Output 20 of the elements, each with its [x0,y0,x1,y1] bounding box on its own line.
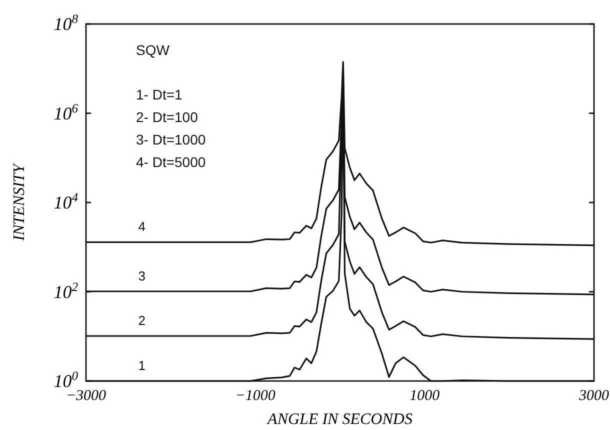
annotation: 4- Dt=5000 [136,154,206,170]
x-tick-label: 1000 [410,388,440,404]
series-label: 1 [138,358,146,373]
annotation: 2- Dt=100 [136,109,198,125]
annotation: 3- Dt=1000 [136,132,206,148]
x-tick-label: 3000 [578,388,610,404]
y-tick-label: 10$^{0}$ [54,369,79,391]
y-axis-title: INTENSITY [11,162,28,242]
annotation: SQW [136,42,170,58]
y-tick-label: 10$^{4}$ [54,190,79,212]
y-tick-label: 10$^{2}$ [54,280,79,302]
y-tick-label: 10$^{6}$ [54,101,79,124]
x-axis-title: ANGLE IN SECONDS [266,411,412,428]
series-label: 4 [138,219,146,234]
x-tick-label: −1000 [235,388,276,404]
annotation: 1- Dt=1 [136,86,183,102]
series-label: 2 [138,312,146,328]
series-label: 3 [138,268,146,284]
y-tick-label: 10$^{8}$ [54,12,79,34]
x-tick-label: −3000 [66,388,107,404]
